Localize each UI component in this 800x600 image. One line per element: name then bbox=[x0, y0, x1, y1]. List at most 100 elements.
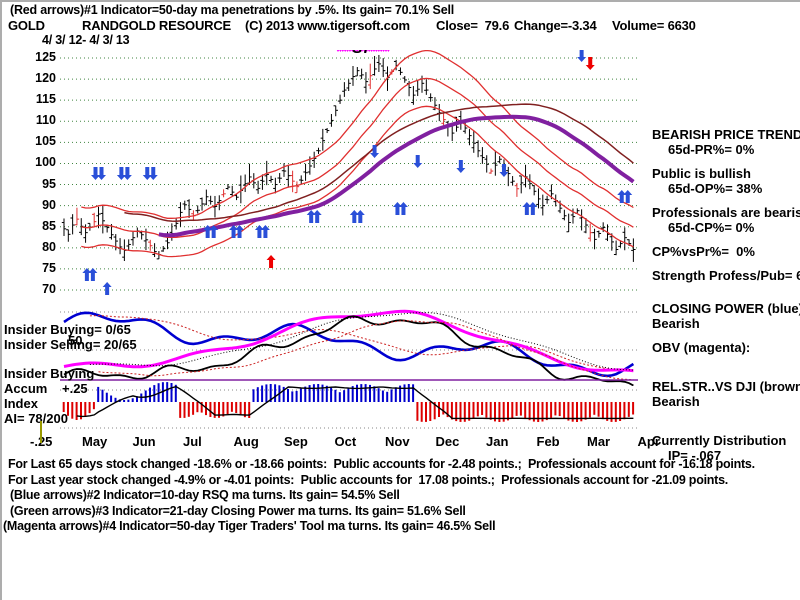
accumulation-bar bbox=[425, 402, 427, 422]
accumulation-bar bbox=[256, 387, 259, 402]
accumulation-bar bbox=[455, 402, 458, 422]
signal-arrow bbox=[254, 225, 270, 238]
signal-arrow bbox=[577, 50, 587, 62]
accumulation-bar bbox=[576, 402, 578, 422]
price-tick-label: 80 bbox=[42, 239, 56, 254]
signal-arrow bbox=[499, 164, 509, 177]
accumulation-bar bbox=[174, 384, 177, 402]
accumulation-bar bbox=[412, 384, 415, 402]
indicator-2-legend: (Blue arrows)#2 Indicator=10-day RSQ ma … bbox=[10, 488, 400, 502]
accumulation-bar bbox=[265, 384, 268, 402]
signal-arrow bbox=[203, 225, 219, 238]
month-axis: May Jun Jul Aug Sep Oct Nov Dec Jan Feb Mar Apr bbox=[60, 434, 660, 454]
accumulation-bar bbox=[351, 386, 354, 402]
accumulation-bar bbox=[84, 402, 87, 417]
accumulation-bar bbox=[554, 402, 557, 416]
accumulation-bar bbox=[269, 384, 272, 402]
accumulation-bar bbox=[515, 402, 518, 416]
accumulation-bar bbox=[601, 402, 604, 420]
accumulation-bar bbox=[394, 387, 397, 402]
price-tick-label: 115 bbox=[35, 92, 56, 107]
accumulation-bar bbox=[308, 385, 311, 402]
accumulation-bar bbox=[291, 391, 294, 402]
accumulation-bar bbox=[105, 392, 108, 402]
accum-label-line2: Accum bbox=[4, 381, 48, 396]
insider-selling-label: Insider Selling= 20/65 bbox=[4, 337, 137, 352]
accumulation-bar bbox=[476, 402, 479, 417]
accumulation-bar bbox=[235, 402, 238, 413]
signal-arrow bbox=[306, 210, 322, 223]
company-name: RANDGOLD RESOURCE bbox=[82, 18, 231, 33]
accumulation-bar bbox=[88, 402, 91, 414]
accumulation-bar bbox=[442, 402, 445, 415]
relative-strength-line bbox=[124, 103, 634, 222]
accumulation-bar bbox=[614, 402, 617, 422]
accumulation-bar bbox=[537, 402, 540, 422]
accum-label-line1: Insider Buying bbox=[4, 366, 95, 381]
signal-arrow bbox=[456, 160, 466, 173]
accumulation-bar bbox=[519, 402, 522, 416]
accumulation-bar bbox=[619, 402, 622, 421]
accumulation-bar bbox=[347, 387, 350, 402]
accum-label-line3: Index bbox=[4, 396, 38, 411]
accumulation-bar bbox=[149, 387, 151, 402]
month-tick-label: Sep bbox=[284, 434, 308, 449]
signal-arrow bbox=[413, 155, 423, 168]
axis-tick-mark bbox=[40, 421, 42, 443]
accumulation-bar bbox=[360, 384, 363, 402]
accumulation-bar bbox=[567, 402, 570, 421]
price-axis: 125 120 115 110 105 100 95 90 85 80 75 70 bbox=[2, 50, 56, 310]
accumulation-bar bbox=[196, 402, 199, 413]
price-chart[interactable]: S7 S7 bbox=[60, 50, 638, 432]
chart-canvas: S7 S7 bbox=[60, 50, 638, 432]
accumulation-bar bbox=[403, 384, 406, 402]
accumulation-bar bbox=[243, 402, 246, 418]
accumulation-bar bbox=[433, 402, 436, 420]
accumulation-bar bbox=[420, 402, 423, 422]
signal-arrow bbox=[585, 57, 595, 70]
accumulation-bar bbox=[92, 402, 95, 410]
accumulation-bar bbox=[97, 386, 100, 402]
close-price: Close= 79.6 bbox=[436, 18, 510, 33]
obv-ma-line bbox=[89, 312, 634, 371]
volume-value: Volume= 6630 bbox=[612, 18, 696, 33]
mid-band-line bbox=[81, 77, 634, 239]
accumulation-bar bbox=[166, 382, 169, 402]
accumulation-bar bbox=[606, 402, 609, 421]
closing-power-label: CLOSING POWER (blue): bbox=[652, 301, 800, 316]
signal-arrow bbox=[617, 190, 633, 203]
price-tick-label: 100 bbox=[35, 155, 56, 170]
distribution-label: Currently Distribution bbox=[652, 433, 787, 448]
signal-arrow bbox=[91, 167, 107, 180]
summary-note-65day: For Last 65 days stock changed -18.6% or… bbox=[8, 457, 755, 471]
accumulation-bar bbox=[610, 402, 613, 422]
accumulation-bar bbox=[179, 402, 182, 418]
signal-arrow bbox=[142, 167, 158, 180]
accumulation-bar bbox=[550, 402, 553, 418]
copyright-notice: (C) 2013 www.tigersoft.com bbox=[245, 18, 410, 33]
accumulation-bar bbox=[399, 385, 402, 402]
summary-notes: For Last 65 days stock changed -18.6% or… bbox=[2, 457, 800, 535]
accumulation-bar bbox=[325, 385, 328, 402]
month-tick-label: May bbox=[82, 434, 108, 449]
accumulation-bar bbox=[226, 402, 229, 415]
magenta-arrow-cluster bbox=[336, 50, 390, 52]
accumulation-ma-line bbox=[76, 385, 634, 420]
strength-profess-pub: Strength Profess/Pub= 6.5 bbox=[652, 268, 800, 283]
accumulation-bar bbox=[502, 402, 505, 422]
accumulation-bar bbox=[450, 402, 453, 420]
obv-label: OBV (magenta): bbox=[652, 340, 751, 355]
accumulation-bar bbox=[75, 402, 78, 420]
accumulation-bar bbox=[627, 402, 630, 417]
cp-percent: 65d-CP%= 0% bbox=[668, 220, 755, 235]
scale-fifty-label: 50 bbox=[68, 333, 83, 348]
relstr-value: Bearish bbox=[652, 394, 700, 409]
price-tick-label: 120 bbox=[35, 71, 56, 86]
month-tick-label: Aug bbox=[233, 434, 259, 449]
fifty-day-ma-line bbox=[158, 114, 635, 238]
signal-arrow bbox=[229, 225, 245, 238]
accumulation-bar bbox=[299, 388, 302, 402]
price-tick-label: 95 bbox=[42, 176, 56, 191]
month-tick-label: Oct bbox=[334, 434, 357, 449]
